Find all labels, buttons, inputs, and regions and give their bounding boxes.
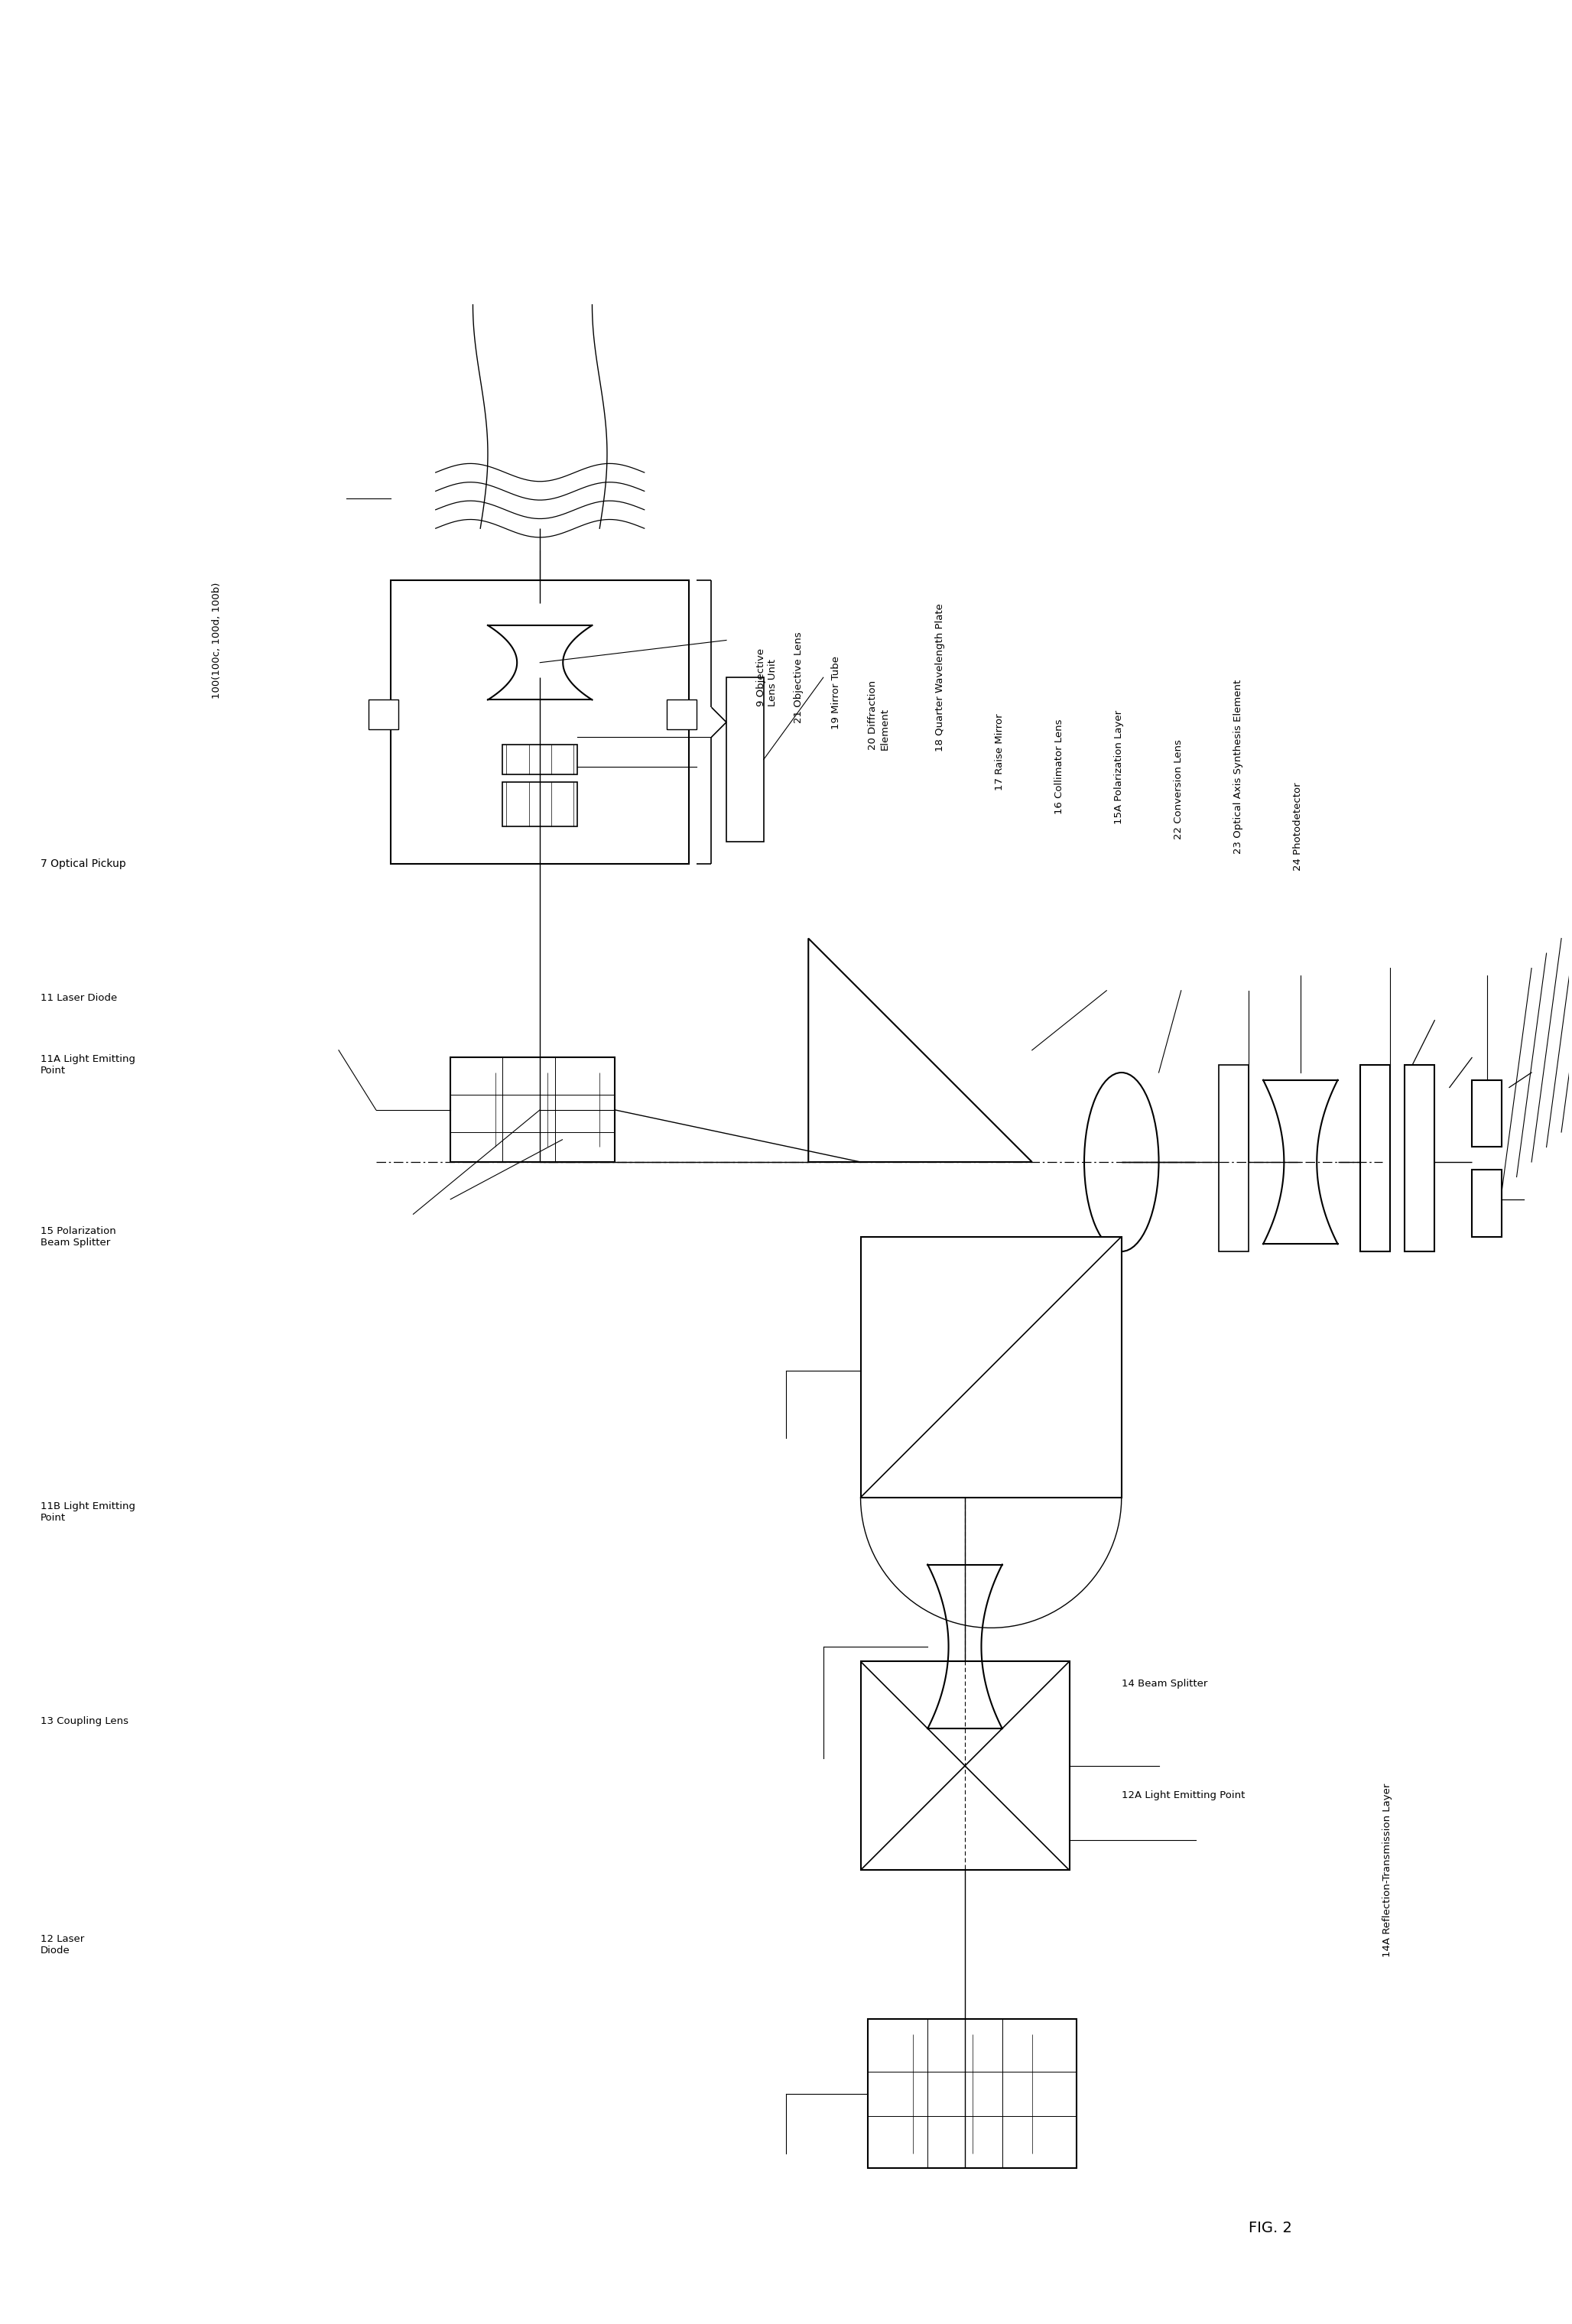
Bar — [726, 679, 764, 841]
Text: 17 Raise Mirror: 17 Raise Mirror — [995, 713, 1005, 790]
Text: 100(100c, 100d, 100b): 100(100c, 100d, 100b) — [212, 581, 222, 700]
Text: 21 Objective Lens: 21 Objective Lens — [794, 632, 803, 723]
Polygon shape — [808, 939, 1033, 1162]
Text: 15A Polarization Layer: 15A Polarization Layer — [1115, 709, 1124, 825]
Bar — [1471, 1169, 1501, 1236]
Bar — [1471, 1081, 1501, 1148]
Text: 11B Light Emitting
Point: 11B Light Emitting Point — [41, 1501, 135, 1522]
Bar — [1360, 1064, 1390, 1250]
Text: 24 Photodetector: 24 Photodetector — [1292, 783, 1303, 872]
Bar — [503, 744, 577, 774]
Text: 7 Optical Pickup: 7 Optical Pickup — [41, 858, 126, 869]
Text: 12 Laser
Diode: 12 Laser Diode — [41, 1934, 85, 1954]
Bar — [503, 781, 577, 827]
Text: 13 Coupling Lens: 13 Coupling Lens — [41, 1715, 129, 1727]
Bar — [391, 581, 689, 865]
Text: 11A Light Emitting
Point: 11A Light Emitting Point — [41, 1055, 135, 1076]
Bar — [868, 2020, 1077, 2168]
Text: 14A Reflection-Transmission Layer: 14A Reflection-Transmission Layer — [1382, 1783, 1393, 1957]
Text: 20 Diffraction
Element: 20 Diffraction Element — [868, 681, 890, 751]
Text: 16 Collimator Lens: 16 Collimator Lens — [1055, 720, 1064, 813]
Bar — [1405, 1064, 1435, 1250]
Bar — [368, 700, 398, 730]
Text: 9 Objective
Lens Unit: 9 Objective Lens Unit — [756, 648, 778, 706]
Text: 19 Mirror Tube: 19 Mirror Tube — [830, 655, 841, 730]
Text: 14 Beam Splitter: 14 Beam Splitter — [1121, 1678, 1207, 1690]
Text: 23 Optical Axis Synthesis Element: 23 Optical Axis Synthesis Element — [1234, 679, 1243, 855]
Text: 11 Laser Diode: 11 Laser Diode — [41, 992, 116, 1004]
Text: 22 Conversion Lens: 22 Conversion Lens — [1174, 739, 1184, 839]
Bar — [860, 1662, 1069, 1871]
Text: 12A Light Emitting Point: 12A Light Emitting Point — [1121, 1789, 1245, 1801]
Bar — [1218, 1064, 1248, 1250]
Bar — [451, 1057, 615, 1162]
Bar — [860, 1236, 1121, 1497]
Text: 15 Polarization
Beam Splitter: 15 Polarization Beam Splitter — [41, 1225, 116, 1248]
Bar — [667, 700, 696, 730]
Text: 18 Quarter Wavelength Plate: 18 Quarter Wavelength Plate — [935, 604, 945, 751]
Text: FIG. 2: FIG. 2 — [1248, 2222, 1292, 2236]
